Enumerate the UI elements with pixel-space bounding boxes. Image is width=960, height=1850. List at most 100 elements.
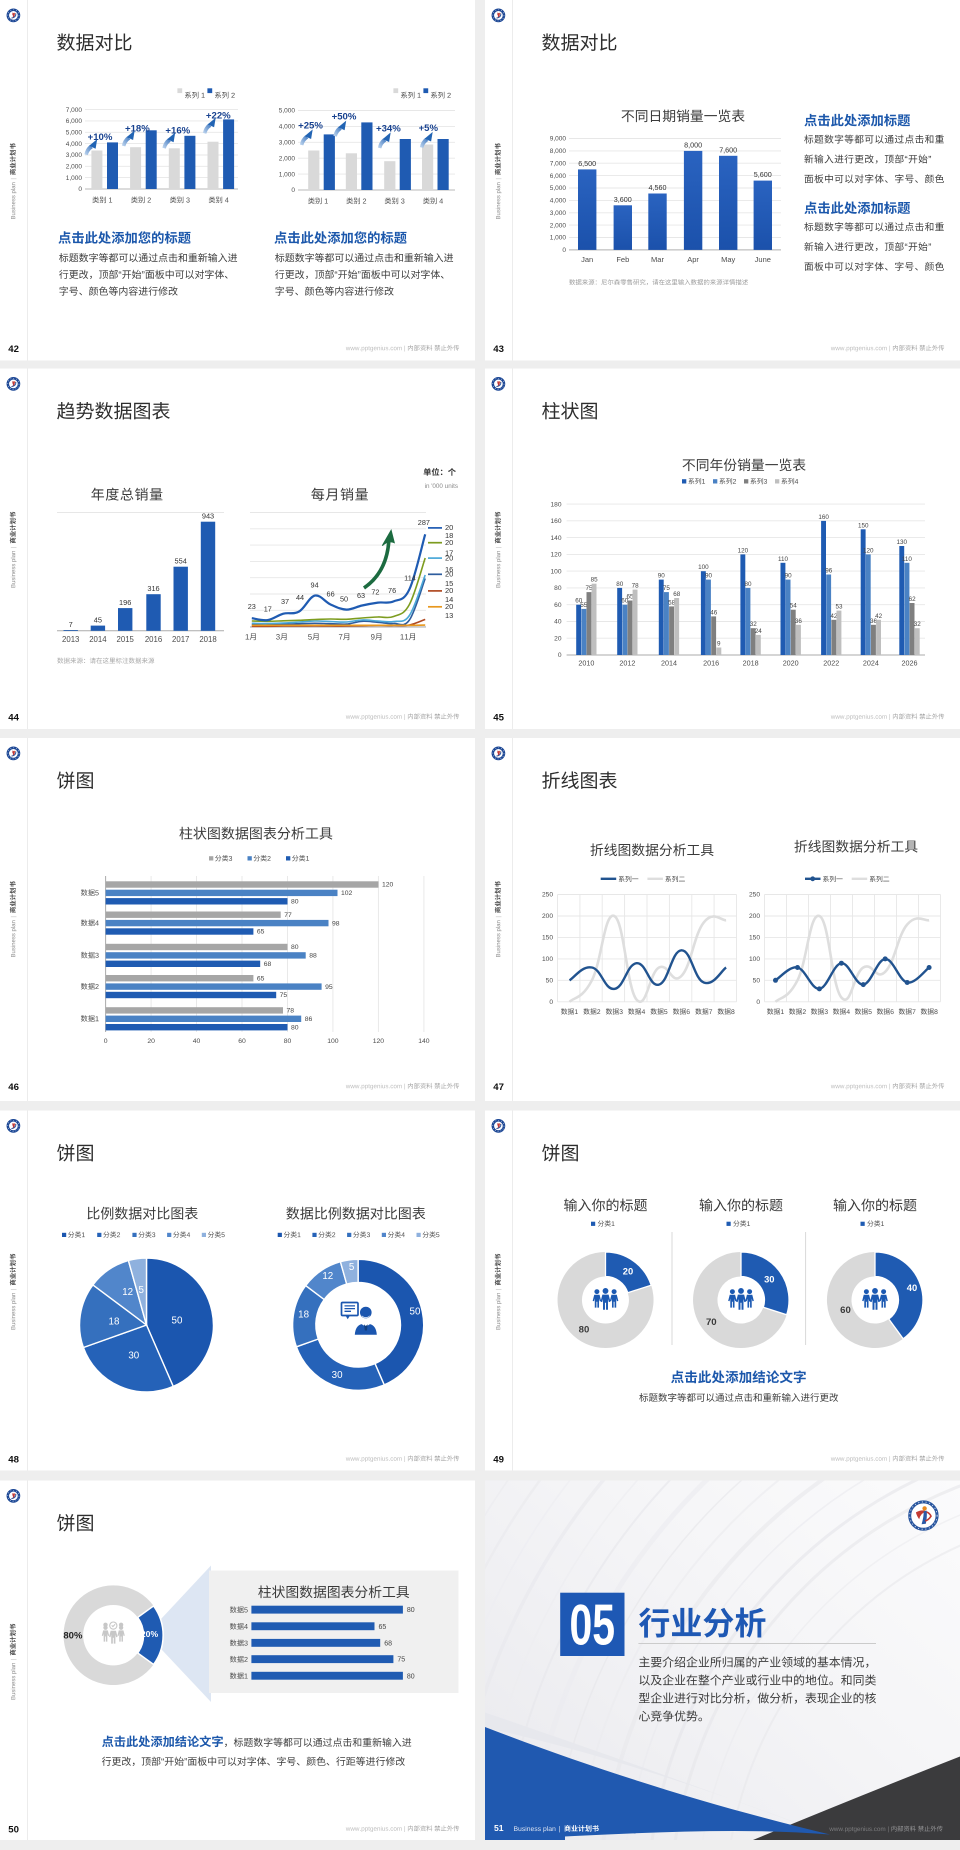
svg-text:100: 100 xyxy=(542,956,553,963)
svg-text:196: 196 xyxy=(119,598,131,607)
svg-text:40: 40 xyxy=(554,619,562,626)
svg-text:68: 68 xyxy=(384,1640,392,1647)
svg-text:50: 50 xyxy=(8,1824,19,1835)
svg-text:554: 554 xyxy=(175,557,187,566)
svg-text:40: 40 xyxy=(907,1282,917,1293)
svg-text:32: 32 xyxy=(750,621,758,628)
svg-text:80: 80 xyxy=(291,1024,299,1031)
svg-text:316: 316 xyxy=(147,584,159,593)
svg-text:46: 46 xyxy=(710,609,718,616)
svg-text:18: 18 xyxy=(298,1310,309,1321)
svg-text:2024: 2024 xyxy=(863,659,879,668)
svg-text:5: 5 xyxy=(349,1262,355,1273)
svg-text:36: 36 xyxy=(795,618,803,625)
svg-text:80: 80 xyxy=(554,585,562,592)
svg-text:200: 200 xyxy=(749,913,760,920)
svg-text:0: 0 xyxy=(562,247,566,254)
svg-text:15: 15 xyxy=(445,579,453,588)
svg-text:12: 12 xyxy=(122,1287,133,1298)
svg-text:5: 5 xyxy=(138,1285,144,1296)
svg-text:80: 80 xyxy=(579,1325,590,1336)
svg-text:76: 76 xyxy=(388,586,396,595)
svg-text:9: 9 xyxy=(717,641,721,648)
svg-text:68: 68 xyxy=(264,961,272,968)
svg-text:150: 150 xyxy=(542,935,553,942)
svg-text:5,000: 5,000 xyxy=(66,130,83,137)
svg-text:30: 30 xyxy=(128,1351,139,1362)
svg-text:60: 60 xyxy=(238,1038,246,1045)
svg-text:2018: 2018 xyxy=(743,659,759,668)
svg-text:4,000: 4,000 xyxy=(550,198,567,205)
svg-text:4,560: 4,560 xyxy=(649,183,667,192)
svg-text:75: 75 xyxy=(280,992,288,999)
svg-text:in '000 units: in '000 units xyxy=(425,483,458,490)
svg-text:12: 12 xyxy=(322,1271,333,1282)
svg-text:94: 94 xyxy=(311,581,319,590)
svg-text:95: 95 xyxy=(325,984,333,991)
svg-text:40: 40 xyxy=(193,1038,201,1045)
svg-text:60: 60 xyxy=(621,598,629,605)
svg-text:150: 150 xyxy=(749,935,760,942)
svg-text:+25%: +25% xyxy=(298,120,323,131)
svg-text:6,500: 6,500 xyxy=(578,159,596,168)
svg-text:98: 98 xyxy=(332,920,340,927)
svg-text:18: 18 xyxy=(445,531,453,540)
svg-text:13: 13 xyxy=(445,611,453,620)
svg-text:100: 100 xyxy=(550,568,561,575)
svg-text:250: 250 xyxy=(542,892,553,899)
svg-text:180: 180 xyxy=(550,501,561,508)
svg-text:2,000: 2,000 xyxy=(550,222,567,229)
svg-text:16: 16 xyxy=(445,565,453,574)
svg-text:46: 46 xyxy=(8,1082,19,1093)
svg-text:45: 45 xyxy=(94,615,102,624)
svg-text:80: 80 xyxy=(616,581,624,588)
svg-text:+22%: +22% xyxy=(206,111,231,122)
svg-text:120: 120 xyxy=(550,552,561,559)
svg-text:65: 65 xyxy=(626,594,634,601)
svg-text:20: 20 xyxy=(445,553,453,562)
svg-text:8,000: 8,000 xyxy=(684,140,702,149)
svg-text:88: 88 xyxy=(309,953,317,960)
svg-text:943: 943 xyxy=(202,512,214,521)
svg-text:100: 100 xyxy=(749,956,760,963)
svg-text:14: 14 xyxy=(445,595,453,604)
svg-text:9,000: 9,000 xyxy=(550,136,567,143)
svg-text:6,000: 6,000 xyxy=(66,118,83,125)
svg-text:2017: 2017 xyxy=(172,635,189,644)
svg-text:0: 0 xyxy=(104,1038,108,1045)
svg-text:+10%: +10% xyxy=(88,132,113,143)
svg-text:86: 86 xyxy=(305,1016,313,1023)
svg-text:30: 30 xyxy=(332,1370,343,1381)
svg-text:110: 110 xyxy=(902,556,913,563)
svg-text:72: 72 xyxy=(371,588,379,597)
svg-text:114: 114 xyxy=(404,574,416,583)
svg-text:2022: 2022 xyxy=(823,659,839,668)
svg-text:65: 65 xyxy=(257,975,265,982)
svg-text:50: 50 xyxy=(753,978,761,985)
svg-text:5,600: 5,600 xyxy=(754,170,772,179)
svg-text:0: 0 xyxy=(756,999,760,1006)
svg-text:80: 80 xyxy=(291,899,299,906)
svg-text:0: 0 xyxy=(291,187,295,194)
svg-text:Mar: Mar xyxy=(651,255,664,264)
svg-text:58: 58 xyxy=(668,599,676,606)
svg-text:78: 78 xyxy=(632,583,640,590)
svg-text:120: 120 xyxy=(738,547,749,554)
svg-text:62: 62 xyxy=(909,596,917,603)
svg-text:65: 65 xyxy=(379,1624,387,1631)
svg-text:36: 36 xyxy=(870,618,878,625)
svg-text:44: 44 xyxy=(8,712,19,723)
svg-text:77: 77 xyxy=(284,912,292,919)
svg-text:June: June xyxy=(755,255,771,264)
svg-text:17: 17 xyxy=(445,548,453,557)
svg-text:2016: 2016 xyxy=(703,659,719,668)
svg-text:0: 0 xyxy=(549,999,553,1006)
svg-text:55: 55 xyxy=(580,602,588,609)
svg-text:37: 37 xyxy=(281,597,289,606)
svg-text:70: 70 xyxy=(706,1317,717,1328)
svg-text:17: 17 xyxy=(264,605,272,614)
svg-text:18: 18 xyxy=(109,1317,120,1328)
svg-text:54: 54 xyxy=(790,603,798,610)
svg-text:80: 80 xyxy=(744,581,752,588)
svg-text:130: 130 xyxy=(897,539,908,546)
